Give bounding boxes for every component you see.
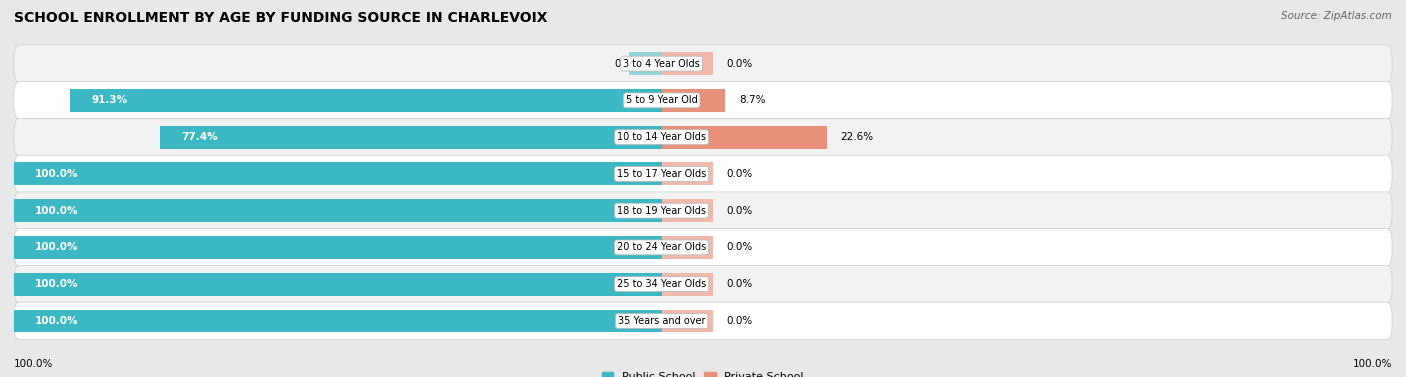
FancyBboxPatch shape [14,118,1392,156]
Text: 20 to 24 Year Olds: 20 to 24 Year Olds [617,242,706,253]
Text: 100.0%: 100.0% [35,279,79,289]
Text: Source: ZipAtlas.com: Source: ZipAtlas.com [1281,11,1392,21]
Text: 100.0%: 100.0% [35,242,79,253]
Text: 25 to 34 Year Olds: 25 to 34 Year Olds [617,279,706,289]
Text: 0.0%: 0.0% [727,316,752,326]
Text: 100.0%: 100.0% [35,205,79,216]
Bar [14,273,662,296]
FancyBboxPatch shape [14,45,1392,82]
Text: 0.0%: 0.0% [727,205,752,216]
Text: 100.0%: 100.0% [35,169,79,179]
Text: 91.3%: 91.3% [91,95,127,106]
Text: 77.4%: 77.4% [181,132,218,142]
Text: SCHOOL ENROLLMENT BY AGE BY FUNDING SOURCE IN CHARLEVOIX: SCHOOL ENROLLMENT BY AGE BY FUNDING SOUR… [14,11,547,25]
Bar [14,310,662,332]
Bar [662,273,713,296]
Text: 0.0%: 0.0% [614,58,641,69]
Text: 22.6%: 22.6% [841,132,873,142]
Legend: Public School, Private School: Public School, Private School [598,367,808,377]
Text: 8.7%: 8.7% [740,95,765,106]
Text: 3 to 4 Year Olds: 3 to 4 Year Olds [623,58,700,69]
Bar [662,199,713,222]
Text: 0.0%: 0.0% [727,242,752,253]
Text: 100.0%: 100.0% [35,316,79,326]
Bar [14,199,662,222]
Bar [630,52,662,75]
FancyBboxPatch shape [14,192,1392,229]
Text: 18 to 19 Year Olds: 18 to 19 Year Olds [617,205,706,216]
Bar [662,162,713,185]
FancyBboxPatch shape [14,265,1392,303]
Bar [160,126,662,149]
Bar [662,89,725,112]
Text: 0.0%: 0.0% [727,169,752,179]
Text: 100.0%: 100.0% [1353,359,1392,369]
FancyBboxPatch shape [14,82,1392,119]
Text: 15 to 17 Year Olds: 15 to 17 Year Olds [617,169,706,179]
FancyBboxPatch shape [14,302,1392,340]
FancyBboxPatch shape [14,229,1392,266]
Text: 100.0%: 100.0% [14,359,53,369]
Bar [662,310,713,332]
Bar [14,236,662,259]
Bar [662,126,827,149]
Text: 0.0%: 0.0% [727,58,752,69]
Bar [662,236,713,259]
Text: 0.0%: 0.0% [727,279,752,289]
Text: 10 to 14 Year Olds: 10 to 14 Year Olds [617,132,706,142]
FancyBboxPatch shape [14,155,1392,193]
Bar [14,162,662,185]
Text: 35 Years and over: 35 Years and over [617,316,706,326]
Text: 5 to 9 Year Old: 5 to 9 Year Old [626,95,697,106]
Bar [662,52,713,75]
Bar [70,89,662,112]
